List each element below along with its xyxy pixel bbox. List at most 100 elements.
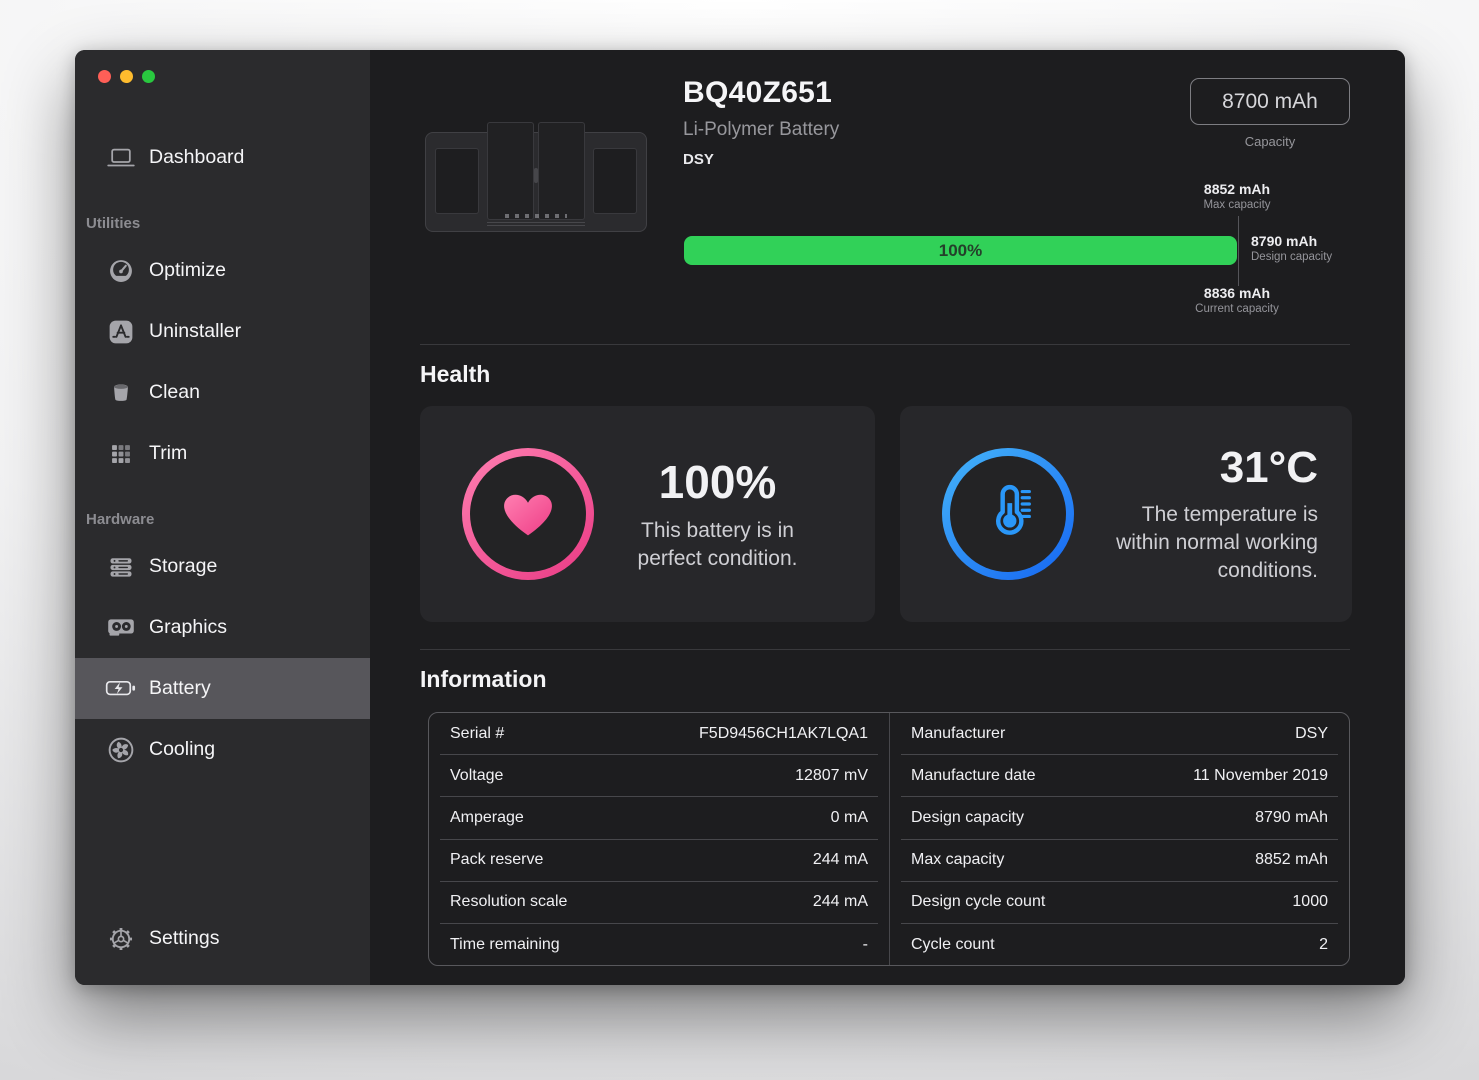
sidebar-item-dashboard[interactable]: Dashboard (75, 127, 370, 188)
grid-icon (103, 441, 139, 467)
temperature-value: 31°C (1219, 443, 1318, 493)
thermometer-icon (976, 480, 1040, 549)
sidebar-item-trim[interactable]: Trim (75, 423, 370, 484)
row-label: Voltage (450, 766, 504, 784)
row-label: Manufacture date (911, 766, 1036, 784)
annotation-current-capacity: 8836 mAh Current capacity (1195, 285, 1279, 315)
sidebar-nav: Dashboard Utilities Optimize Uninstaller (75, 127, 370, 780)
temperature-description: The temperature is within normal working… (1116, 503, 1318, 582)
section-divider (420, 649, 1350, 650)
row-value: 2 (1319, 936, 1328, 954)
annotation-value: 8790 mAh (1251, 233, 1318, 249)
sidebar-item-label: Uninstaller (149, 320, 242, 342)
health-condition-description: This battery is in perfect condition. (637, 519, 798, 570)
table-row: Design cycle count 1000 (901, 882, 1338, 924)
information-heading: Information (420, 666, 547, 692)
row-value: 8790 mAh (1255, 808, 1328, 826)
annotation-max-capacity: 8852 mAh Max capacity (1203, 181, 1270, 211)
temperature-ring (942, 448, 1074, 580)
row-label: Amperage (450, 808, 524, 826)
health-percent-value: 100% (658, 456, 777, 509)
zoom-button[interactable] (142, 70, 155, 83)
row-label: Resolution scale (450, 893, 568, 911)
health-heading: Health (420, 361, 491, 387)
app-window: Dashboard Utilities Optimize Uninstaller (75, 50, 1405, 985)
row-value: F5D9456CH1AK7LQA1 (699, 724, 868, 742)
appstore-icon (103, 318, 139, 346)
fan-icon (103, 736, 139, 764)
sidebar-item-clean[interactable]: Clean (75, 362, 370, 423)
table-row: Serial # F5D9456CH1AK7LQA1 (440, 713, 878, 756)
annotation-connector-line (1238, 216, 1239, 286)
annotation-label: Current capacity (1195, 303, 1279, 315)
sidebar-group-hardware: Hardware (86, 511, 155, 528)
sidebar-item-storage[interactable]: Storage (75, 536, 370, 597)
page-title: BQ40Z651 (683, 76, 833, 109)
table-row: Resolution scale 244 mA (440, 882, 878, 924)
sidebar-item-graphics[interactable]: Graphics (75, 597, 370, 658)
table-row: Design capacity 8790 mAh (901, 797, 1338, 840)
charge-progress-bar: 100% (684, 236, 1237, 265)
row-label: Max capacity (911, 851, 1005, 869)
battery-manufacturer: DSY (683, 151, 714, 168)
row-value: 244 mA (812, 893, 868, 911)
row-value: - (862, 936, 868, 954)
sidebar-item-label: Cooling (149, 738, 216, 760)
server-icon (103, 553, 139, 581)
sidebar-item-uninstaller[interactable]: Uninstaller (75, 301, 370, 362)
table-row: Pack reserve 244 mA (440, 840, 878, 882)
battery-type: Li-Polymer Battery (683, 119, 840, 140)
battery-photo (425, 116, 647, 240)
bucket-icon (103, 380, 139, 406)
table-row: Manufacturer DSY (901, 713, 1338, 756)
row-value: 244 mA (812, 851, 868, 869)
gpu-icon (103, 615, 139, 640)
sidebar-item-battery[interactable]: Battery (75, 658, 370, 719)
table-row: Amperage 0 mA (440, 797, 878, 840)
sidebar-item-label: Settings (149, 927, 220, 949)
close-button[interactable] (98, 70, 111, 83)
gear-icon (103, 925, 139, 953)
minimize-button[interactable] (120, 70, 133, 83)
sidebar-item-label: Dashboard (149, 146, 245, 168)
capacity-box-label: Capacity (1244, 134, 1296, 149)
sidebar-item-optimize[interactable]: Optimize (75, 240, 370, 301)
row-value: 12807 mV (795, 766, 868, 784)
battery-page: BQ40Z651 Li-Polymer Battery DSY 8700 mAh… (370, 50, 1405, 985)
sidebar-item-label: Optimize (149, 259, 226, 281)
health-temperature-card: 31°C The temperature is within normal wo… (900, 406, 1352, 622)
capacity-box: 8700 mAh (1190, 78, 1350, 125)
table-row: Manufacture date 11 November 2019 (901, 755, 1338, 798)
sidebar-item-cooling[interactable]: Cooling (75, 719, 370, 780)
sidebar: Dashboard Utilities Optimize Uninstaller (75, 50, 370, 985)
gauge-icon (103, 257, 139, 285)
row-value: 1000 (1292, 893, 1328, 911)
table-row: Voltage 12807 mV (440, 755, 878, 798)
table-row: Time remaining - (440, 924, 878, 965)
charge-percent-label: 100% (938, 240, 983, 260)
row-value: 8852 mAh (1255, 851, 1328, 869)
row-label: Time remaining (450, 936, 560, 954)
laptop-icon (103, 146, 139, 170)
battery-header: BQ40Z651 Li-Polymer Battery DSY (683, 76, 839, 168)
row-label: Cycle count (911, 936, 995, 954)
row-label: Pack reserve (450, 851, 544, 869)
condition-ring (462, 448, 594, 580)
sidebar-group-utilities: Utilities (86, 215, 141, 232)
window-controls (75, 50, 370, 83)
sidebar-item-label: Clean (149, 381, 200, 403)
sidebar-item-label: Storage (149, 555, 218, 577)
section-divider (420, 344, 1350, 345)
sidebar-item-label: Battery (149, 677, 211, 699)
sidebar-item-settings[interactable]: Settings (75, 908, 370, 969)
annotation-design-capacity: 8790 mAh Design capacity (1251, 233, 1332, 263)
table-row: Cycle count 2 (901, 924, 1338, 965)
table-row: Max capacity 8852 mAh (901, 840, 1338, 882)
row-label: Manufacturer (911, 724, 1006, 742)
information-table: Serial # F5D9456CH1AK7LQA1 Voltage 12807 m… (428, 712, 1350, 966)
information-column-right: Manufacturer DSY Manufacture date 11 Novem… (889, 713, 1349, 965)
information-column-left: Serial # F5D9456CH1AK7LQA1 Voltage 12807 m… (429, 713, 889, 965)
sidebar-item-label: Graphics (149, 616, 228, 638)
row-value: 11 November 2019 (1193, 766, 1328, 784)
annotation-label: Design capacity (1251, 251, 1333, 263)
